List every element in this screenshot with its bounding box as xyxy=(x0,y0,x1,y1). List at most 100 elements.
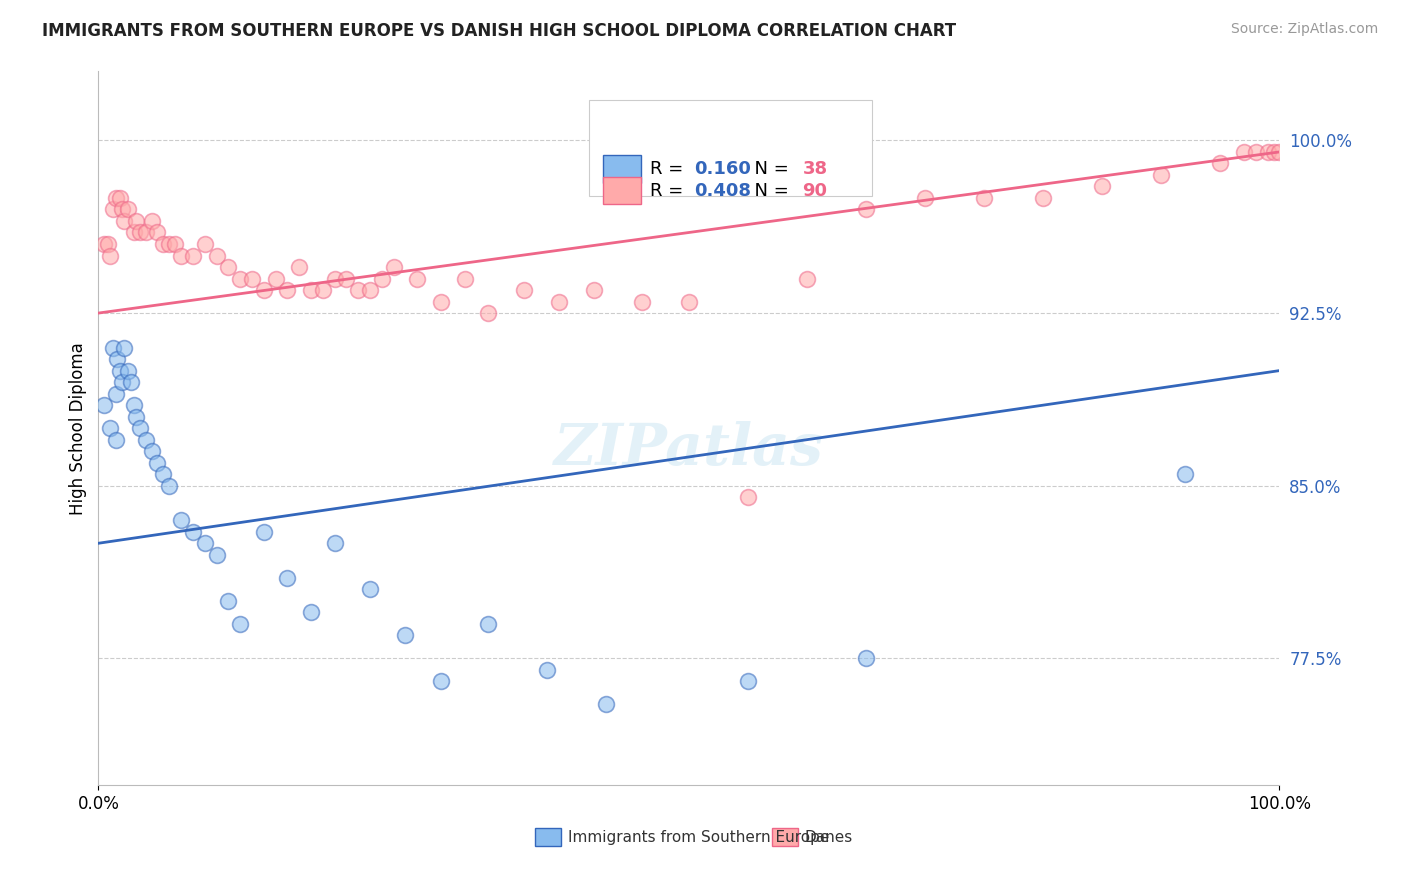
Point xyxy=(1174,467,1197,482)
Point xyxy=(855,202,877,217)
Point xyxy=(359,283,381,297)
Point xyxy=(152,237,174,252)
Point xyxy=(335,271,357,285)
Point xyxy=(97,237,120,252)
Point xyxy=(299,283,322,297)
Point xyxy=(157,479,180,493)
Bar xyxy=(603,178,641,204)
Point xyxy=(630,294,652,309)
Point xyxy=(111,202,134,217)
Point xyxy=(205,248,228,262)
Point xyxy=(117,363,139,377)
Point xyxy=(157,237,180,252)
Text: 0.408: 0.408 xyxy=(693,182,751,200)
Point xyxy=(240,271,263,285)
Point xyxy=(205,548,228,562)
Text: R =: R = xyxy=(650,182,689,200)
Point xyxy=(125,409,148,424)
Y-axis label: High School Diploma: High School Diploma xyxy=(69,342,87,515)
Point xyxy=(477,306,499,320)
Point xyxy=(914,191,936,205)
Point xyxy=(181,248,204,262)
Text: Source: ZipAtlas.com: Source: ZipAtlas.com xyxy=(1230,22,1378,37)
Point xyxy=(312,283,335,297)
Point xyxy=(359,582,381,597)
Point xyxy=(1268,145,1291,159)
Point xyxy=(98,421,121,435)
Point xyxy=(548,294,571,309)
Point xyxy=(105,191,128,205)
Point xyxy=(165,237,187,252)
Point xyxy=(737,674,759,689)
Point xyxy=(264,271,287,285)
Point xyxy=(1257,145,1279,159)
Point xyxy=(371,271,394,285)
Point xyxy=(194,237,217,252)
Point xyxy=(512,283,534,297)
Point xyxy=(93,398,115,412)
Point xyxy=(973,191,995,205)
Point xyxy=(299,605,322,619)
Point xyxy=(181,524,204,539)
Point xyxy=(98,248,121,262)
Point xyxy=(105,352,128,367)
Point xyxy=(170,248,193,262)
Point xyxy=(152,467,174,482)
Point xyxy=(101,341,124,355)
Point xyxy=(1244,145,1267,159)
Text: R =: R = xyxy=(650,160,689,178)
FancyBboxPatch shape xyxy=(589,100,872,196)
Point xyxy=(678,294,700,309)
Bar xyxy=(536,828,561,846)
Point xyxy=(217,594,239,608)
Point xyxy=(1091,179,1114,194)
Point xyxy=(430,674,453,689)
Point xyxy=(111,375,134,389)
Point xyxy=(1209,156,1232,170)
Point xyxy=(170,513,193,527)
Point xyxy=(276,571,298,585)
Point xyxy=(855,651,877,665)
Point xyxy=(122,226,145,240)
Point xyxy=(146,456,169,470)
Text: 38: 38 xyxy=(803,160,828,178)
Text: Danes: Danes xyxy=(804,830,853,845)
Point xyxy=(229,271,252,285)
Point xyxy=(93,237,115,252)
Point xyxy=(122,398,145,412)
Text: 0.160: 0.160 xyxy=(693,160,751,178)
Point xyxy=(1233,145,1256,159)
Point xyxy=(117,202,139,217)
Point xyxy=(453,271,475,285)
Point xyxy=(430,294,453,309)
Text: N =: N = xyxy=(744,160,794,178)
Point xyxy=(796,271,818,285)
Point xyxy=(382,260,405,274)
Point xyxy=(194,536,217,550)
Bar xyxy=(772,828,797,846)
Point xyxy=(737,490,759,504)
Point xyxy=(1032,191,1054,205)
Point xyxy=(128,226,150,240)
Point xyxy=(253,524,276,539)
Point xyxy=(288,260,311,274)
Point xyxy=(101,202,124,217)
Point xyxy=(229,616,252,631)
Point xyxy=(595,698,617,712)
Point xyxy=(347,283,370,297)
Bar xyxy=(603,155,641,183)
Point xyxy=(135,433,157,447)
Point xyxy=(276,283,298,297)
Point xyxy=(1150,168,1173,182)
Text: ZIPatlas: ZIPatlas xyxy=(554,421,824,478)
Point xyxy=(121,375,143,389)
Point xyxy=(105,386,128,401)
Point xyxy=(536,663,558,677)
Point xyxy=(217,260,239,274)
Point xyxy=(141,214,163,228)
Point xyxy=(146,226,169,240)
Point xyxy=(112,341,135,355)
Point xyxy=(323,271,346,285)
Point xyxy=(253,283,276,297)
Text: IMMIGRANTS FROM SOUTHERN EUROPE VS DANISH HIGH SCHOOL DIPLOMA CORRELATION CHART: IMMIGRANTS FROM SOUTHERN EUROPE VS DANIS… xyxy=(42,22,956,40)
